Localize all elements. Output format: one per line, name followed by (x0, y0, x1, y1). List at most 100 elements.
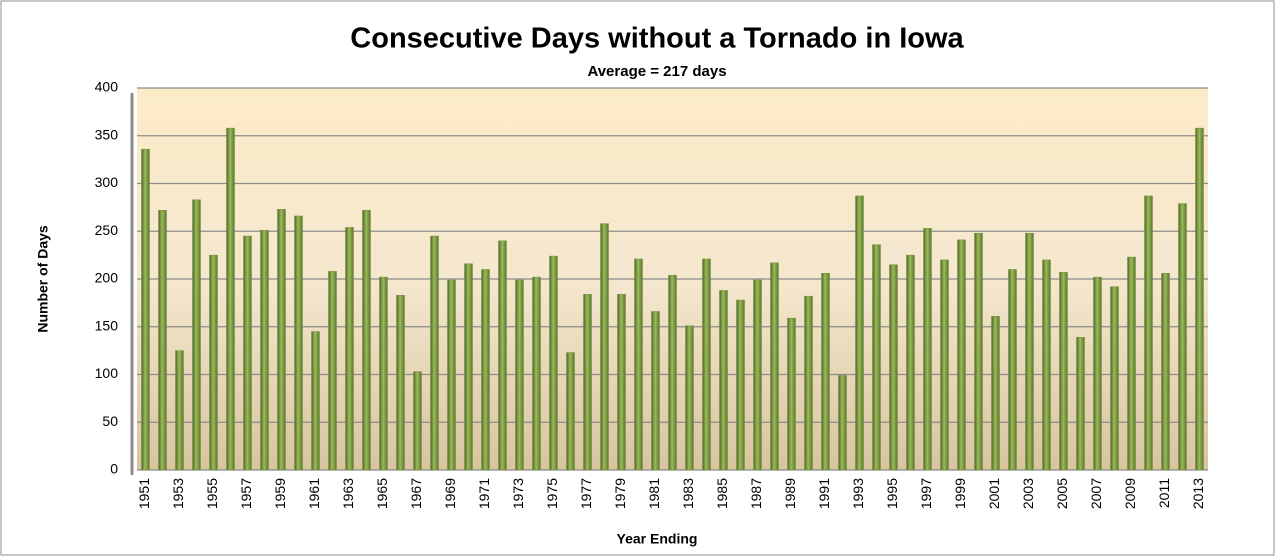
bar (1178, 203, 1187, 471)
x-tick-label: 1951 (136, 478, 152, 509)
bar (566, 352, 575, 471)
bar (277, 209, 286, 471)
bar (804, 295, 813, 471)
bar (872, 244, 881, 471)
bar (770, 262, 779, 471)
bar (1161, 273, 1170, 471)
x-tick-label: 1985 (714, 478, 730, 509)
bar (1144, 195, 1153, 471)
bar (498, 240, 507, 471)
bar (1127, 256, 1136, 471)
bar (685, 325, 694, 471)
chart-title: Consecutive Days without a Tornado in Io… (350, 23, 964, 55)
x-tick-label: 1973 (510, 478, 526, 509)
bar (600, 223, 609, 471)
bar (1093, 276, 1102, 471)
x-tick-label: 1967 (408, 478, 424, 509)
x-tick-label: 1987 (748, 478, 764, 509)
bar (634, 258, 643, 471)
x-axis-title: Year Ending (617, 531, 698, 547)
bar (464, 263, 473, 471)
x-tick-label: 1999 (952, 478, 968, 509)
bar (787, 317, 796, 471)
x-tick-label: 1979 (612, 478, 628, 509)
bar (549, 255, 558, 471)
x-tick-label: 1997 (918, 478, 934, 509)
bar (175, 350, 184, 471)
x-tick-label: 1989 (782, 478, 798, 509)
bar (396, 294, 405, 471)
bar (668, 274, 677, 471)
bar (855, 195, 864, 471)
bar (583, 294, 592, 471)
bar (192, 199, 201, 471)
bar (260, 230, 269, 471)
x-tick-label: 2011 (1156, 478, 1172, 508)
x-tick-label: 1955 (204, 478, 220, 509)
bar (158, 209, 167, 471)
bar (719, 290, 728, 471)
bar (379, 276, 388, 471)
x-tick-label: 2005 (1054, 478, 1070, 509)
x-tick-label: 1963 (340, 478, 356, 509)
x-tick-label: 1977 (578, 478, 594, 509)
bar (617, 294, 626, 471)
y-tick-label: 0 (110, 461, 118, 477)
bar (328, 271, 337, 471)
bar (362, 209, 371, 471)
x-tick-label: 1969 (442, 478, 458, 509)
bar (991, 315, 1000, 471)
bar (413, 371, 422, 471)
bar (1042, 259, 1051, 471)
y-tick-label: 100 (95, 365, 119, 381)
bar (736, 299, 745, 471)
bar (889, 264, 898, 471)
bar (1025, 232, 1034, 471)
x-tick-label: 1953 (170, 478, 186, 509)
x-tick-label: 1957 (238, 478, 254, 509)
y-tick-label: 50 (102, 413, 118, 429)
x-tick-label: 1995 (884, 478, 900, 509)
chart-subtitle: Average = 217 days (587, 63, 726, 80)
bar (906, 254, 915, 471)
y-tick-label: 350 (95, 126, 119, 142)
bar (702, 258, 711, 471)
x-tick-label: 1993 (850, 478, 866, 509)
x-tick-label: 1961 (306, 478, 322, 509)
x-tick-label: 2009 (1122, 478, 1138, 509)
bar (923, 228, 932, 471)
y-tick-label: 150 (95, 317, 119, 333)
bar (753, 279, 762, 471)
bar (243, 235, 252, 471)
bar (141, 148, 150, 471)
bar (481, 269, 490, 471)
y-tick-label: 250 (95, 222, 119, 238)
x-tick-label: 2003 (1020, 478, 1036, 509)
bar (1059, 272, 1068, 471)
bar (1110, 286, 1119, 471)
bar (430, 235, 439, 471)
bar (651, 311, 660, 471)
x-tick-label: 1971 (476, 478, 492, 509)
y-tick-label: 200 (95, 270, 119, 286)
bar (345, 227, 354, 471)
x-tick-label: 2001 (986, 478, 1002, 509)
bar (311, 331, 320, 471)
bar (209, 254, 218, 471)
bar (974, 232, 983, 471)
bar (226, 127, 235, 471)
bar (532, 276, 541, 471)
bar (940, 259, 949, 471)
x-tick-label: 1983 (680, 478, 696, 509)
x-tick-label: 1965 (374, 478, 390, 509)
bar (838, 375, 847, 471)
bar (957, 239, 966, 471)
bar (447, 279, 456, 471)
bar (515, 279, 524, 471)
x-tick-label: 1991 (816, 478, 832, 509)
x-tick-label: 1975 (544, 478, 560, 509)
bar (1195, 127, 1204, 471)
y-tick-label: 400 (95, 79, 119, 95)
bar (1008, 269, 1017, 471)
